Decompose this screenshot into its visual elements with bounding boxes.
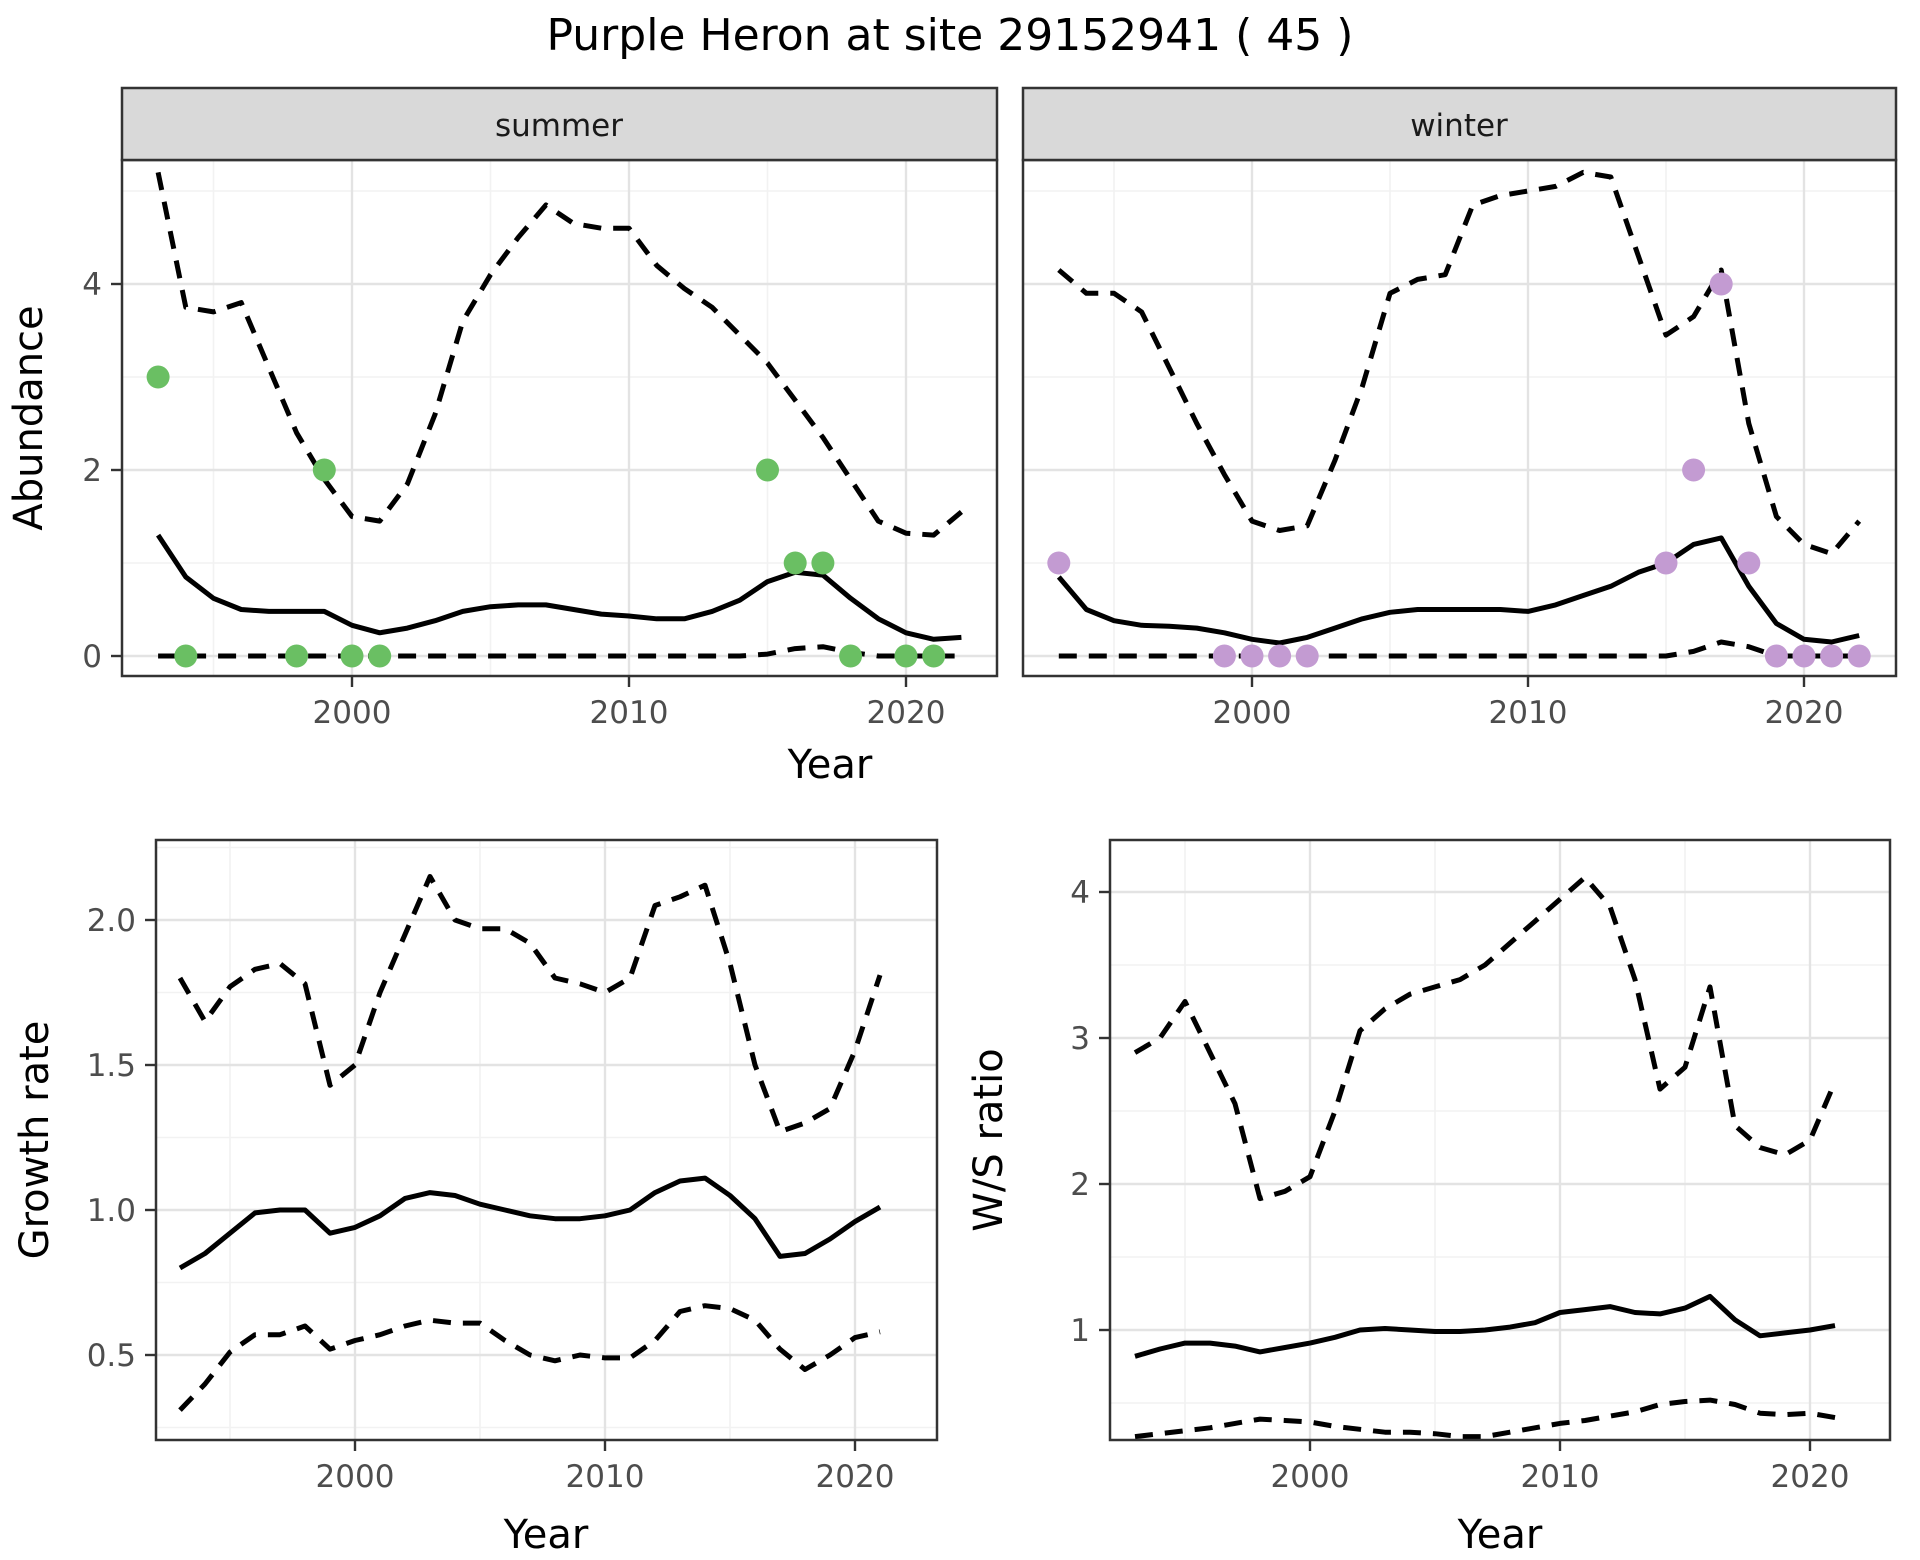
top-year-axis-label: Year <box>787 742 873 788</box>
observation-point <box>285 644 309 668</box>
panel-background <box>1110 840 1890 1440</box>
y-tick-label: 4 <box>82 267 102 303</box>
panel-background <box>122 160 997 676</box>
abundance-winter-panel: 2000 2010 2020 <box>1021 158 1898 731</box>
ws-ratio-panel: 2000 2010 2020 1 2 3 4 <box>1070 838 1892 1495</box>
y-tick-label: 2 <box>82 453 102 489</box>
abundance-axis-label: Abundance <box>6 305 52 530</box>
observation-point <box>783 551 807 575</box>
observation-point <box>1212 644 1236 668</box>
observation-point <box>922 644 946 668</box>
observation-point <box>811 551 835 575</box>
x-tick-label: 2020 <box>867 695 946 731</box>
observation-point <box>368 644 392 668</box>
observation-point <box>839 644 863 668</box>
observation-point <box>1268 644 1292 668</box>
panel-background <box>156 840 937 1440</box>
x-tick-label: 2000 <box>313 695 392 731</box>
observation-point <box>1047 551 1071 575</box>
observation-point <box>1240 644 1264 668</box>
upper_dashed-line <box>1133 874 1838 1202</box>
observation-point <box>1820 644 1844 668</box>
x-tick-label: 2000 <box>1213 695 1292 731</box>
facet-strip-summer <box>120 86 999 162</box>
observation-point <box>1682 458 1706 482</box>
figure-title: Purple Heron at site 29152941 ( 45 ) <box>547 10 1354 61</box>
x-tick-label: 2000 <box>316 1459 395 1495</box>
lower_dashed-line <box>1058 639 1860 659</box>
median-line <box>178 1175 882 1271</box>
observation-point <box>756 458 779 482</box>
x-tick-label: 2020 <box>816 1459 895 1495</box>
observation-point <box>1654 551 1678 575</box>
observation-point <box>174 644 198 668</box>
y-tick-label: 1.0 <box>87 1193 136 1229</box>
y-tick-label: 1 <box>1070 1313 1090 1349</box>
growth-rate-axis-label: Growth rate <box>12 1021 58 1260</box>
observation-point <box>1295 644 1319 668</box>
growth-rate-panel: 2000 2010 2020 0.5 1.0 1.5 2.0 <box>87 838 939 1495</box>
panel-border <box>154 838 939 1442</box>
y-tick-label: 2.0 <box>87 903 136 939</box>
facet-strip-winter-label: winter <box>1410 108 1508 144</box>
upper_dashed-line <box>155 171 964 538</box>
ws-ratio-axis-label: W/S ratio <box>966 1048 1012 1231</box>
facet-strip-summer-label: summer <box>495 108 623 144</box>
ws-year-axis-label: Year <box>1457 1512 1543 1558</box>
observation-point <box>1847 644 1871 668</box>
growth-year-axis-label: Year <box>503 1512 589 1558</box>
upper_dashed-line <box>177 874 883 1135</box>
x-tick-label: 2020 <box>1771 1459 1850 1495</box>
x-tick-label: 2000 <box>1271 1459 1350 1495</box>
abundance-summer-panel: 2000 2010 2020 0 2 4 <box>82 158 999 731</box>
observation-point <box>340 644 364 668</box>
y-tick-label: 3 <box>1070 1021 1090 1057</box>
facet-strip-winter <box>1021 86 1898 162</box>
median-line <box>156 533 962 642</box>
y-tick-label: 0 <box>82 639 102 675</box>
median-line <box>1056 535 1860 646</box>
x-tick-label: 2010 <box>590 695 669 731</box>
y-tick-label: 2 <box>1070 1167 1090 1203</box>
x-tick-label: 2010 <box>1489 695 1568 731</box>
x-tick-label: 2020 <box>1765 695 1844 731</box>
x-tick-label: 2010 <box>566 1459 645 1495</box>
observation-point <box>312 458 336 482</box>
observation-point <box>1737 551 1761 575</box>
x-tick-label: 2010 <box>1521 1459 1600 1495</box>
lower_dashed-line <box>178 1303 881 1412</box>
observation-point <box>1792 644 1816 668</box>
upper_dashed-line <box>1057 169 1862 557</box>
observation-point <box>1709 272 1733 296</box>
observation-point <box>894 644 918 668</box>
y-tick-label: 0.5 <box>87 1338 136 1374</box>
median-line <box>1134 1293 1836 1359</box>
observation-point <box>146 365 170 389</box>
y-tick-label: 1.5 <box>87 1048 136 1084</box>
y-tick-label: 4 <box>1070 875 1090 911</box>
observation-point <box>1764 644 1788 668</box>
panel-border <box>1108 838 1892 1442</box>
